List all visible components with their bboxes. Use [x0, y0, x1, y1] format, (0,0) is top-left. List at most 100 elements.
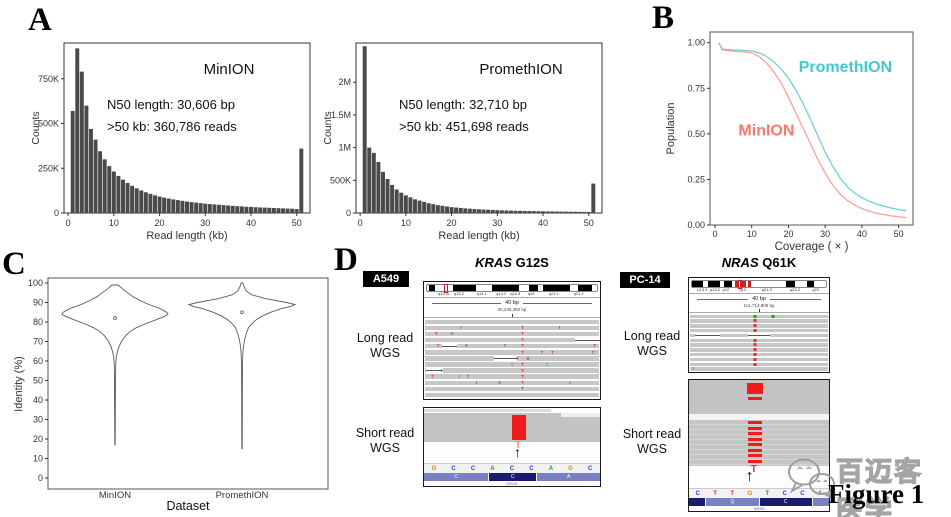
svg-text:100: 100 — [28, 278, 43, 288]
short-read-wgs-label-right: Short read WGS — [618, 427, 686, 457]
view-locus-marker — [444, 283, 448, 293]
gene-name-nras: NRAS — [721, 255, 759, 270]
svg-text:40: 40 — [857, 229, 867, 239]
coverage-track — [689, 380, 829, 414]
variant-title-kras: KRAS G12S — [423, 255, 601, 270]
series-label-minion: MinION — [738, 123, 794, 140]
svg-text:50: 50 — [894, 229, 904, 239]
svg-text:40: 40 — [33, 395, 43, 405]
svg-text:50: 50 — [33, 376, 43, 386]
svg-text:20: 20 — [447, 218, 457, 228]
x-axis-title: Read length (kb) — [438, 230, 519, 242]
chromosome-ideogram: q13.11 q13.2 q14.1 q14.2 q14.3 q15 q21.1 q21.2 — [424, 282, 600, 297]
svg-text:40: 40 — [246, 218, 256, 228]
window-size-label: 40 bp — [505, 300, 519, 306]
plot-border — [709, 31, 914, 226]
series-label-promethion: PromethION — [799, 59, 892, 76]
ruler-track: 40 bp 25,245,350 bp — [424, 297, 600, 318]
svg-text:10: 10 — [33, 454, 43, 464]
label-line: WGS — [370, 346, 400, 360]
svg-text:750K: 750K — [38, 74, 59, 84]
read-alignment-track: I — [689, 313, 829, 372]
read-alignment-track: I T I T A T T T A T T T T T T T T II I T I I T T I T T I A T I T — [424, 318, 600, 399]
svg-text:0.75: 0.75 — [687, 83, 705, 93]
window-size-label: 40 bp — [752, 296, 766, 302]
histogram-minion: 0 250K 500K 750K 0 10 20 30 40 50 MinION N50 length… — [30, 42, 311, 242]
svg-text:20: 20 — [33, 434, 43, 444]
panel-b-letter: B — [652, 0, 675, 36]
n50-annotation: N50 length: 30,606 bp — [107, 97, 235, 112]
panel-c-letter: C — [2, 246, 26, 282]
svg-text:10: 10 — [109, 218, 119, 228]
svg-text:1.5M: 1.5M — [331, 110, 351, 120]
gene-name-track: KRAS — [506, 481, 518, 486]
svg-text:50: 50 — [584, 218, 594, 228]
svg-text:250K: 250K — [38, 163, 59, 173]
alt-base-letter: T — [515, 440, 522, 451]
sample-chip-a549: A549 — [363, 271, 409, 287]
variant-arrow: ↑ — [514, 444, 522, 460]
gene-name-kras: KRAS — [475, 255, 512, 270]
y-axis-title: Counts — [322, 111, 334, 144]
svg-text:30: 30 — [200, 218, 210, 228]
label-line: WGS — [370, 441, 400, 455]
plot-border — [47, 277, 329, 490]
svg-text:70: 70 — [33, 337, 43, 347]
over50kb-annotation: >50 kb: 451,698 reads — [399, 119, 529, 134]
watermark-text: 百迈客医学 — [835, 456, 923, 517]
igv-long-read-pc14: p13.3 p13.2 p12 q12 q21.3 q23.3 q25 40 bp 114,71… — [688, 277, 830, 373]
ruler-track: 40 bp 114,713,908 bp — [689, 293, 829, 313]
label-line: Short read — [355, 426, 415, 440]
svg-text:30: 30 — [492, 218, 502, 228]
sample-chip-pc14: PC-14 — [620, 272, 670, 288]
svg-text:0: 0 — [54, 208, 59, 218]
identity-violin-chart: 0 10 20 30 40 50 60 70 80 90 100 MinION PromethION Id… — [13, 277, 329, 513]
svg-text:1.00: 1.00 — [687, 38, 705, 48]
coverage-population-chart: 0.00 0.25 0.50 0.75 1.00 0 10 20 30 40 50 MinION Pro… — [665, 31, 914, 253]
n50-annotation: N50 length: 32,710 bp — [399, 97, 527, 112]
y-axis-title: Population — [665, 103, 677, 155]
long-read-wgs-label-right: Long read WGS — [618, 329, 686, 359]
svg-text:0.00: 0.00 — [687, 220, 705, 230]
coverage-track — [424, 413, 600, 442]
y-axis-title: Identity (%) — [13, 356, 25, 412]
svg-text:0: 0 — [66, 218, 71, 228]
variant-allele-coverage-bar — [746, 383, 763, 394]
igv-long-read-a549: q13.11 q13.2 q14.1 q14.2 q14.3 q15 q21.1 q21.2 4… — [423, 281, 601, 400]
variant-label-q61k: Q61K — [762, 255, 797, 270]
label-line: Long read — [623, 329, 681, 343]
svg-text:500K: 500K — [38, 119, 59, 129]
panel-d-letter: D — [334, 242, 358, 278]
bars — [70, 48, 304, 213]
violin-median-promethion — [240, 310, 244, 315]
variant-title-nras: NRAS Q61K — [688, 255, 830, 270]
chromosome-ideogram: p13.3 p13.2 p12 q12 q21.3 q23.3 q25 — [689, 278, 829, 293]
svg-text:1M: 1M — [338, 143, 351, 153]
svg-text:10: 10 — [747, 229, 757, 239]
chart-title: PromethION — [479, 61, 562, 78]
gene-name-track: NRAS — [753, 506, 765, 511]
locus-position-label: 114,713,908 bp — [743, 303, 775, 308]
svg-text:0: 0 — [712, 229, 717, 239]
svg-text:0.50: 0.50 — [687, 129, 705, 139]
view-locus-marker — [737, 279, 742, 289]
series-minion — [718, 42, 907, 219]
chart-title: MinION — [204, 61, 255, 78]
label-line: Long read — [356, 331, 414, 345]
svg-text:0.25: 0.25 — [687, 174, 705, 184]
igv-short-read-a549: T ↑ G C C A C C A G C C C A KRAS — [423, 407, 601, 487]
svg-text:50: 50 — [292, 218, 302, 228]
short-read-wgs-label-left: Short read WGS — [350, 426, 420, 456]
over50kb-annotation: >50 kb: 360,786 reads — [107, 119, 237, 134]
violin-median-minion — [113, 316, 117, 320]
svg-text:90: 90 — [33, 298, 43, 308]
svg-text:20: 20 — [155, 218, 165, 228]
x-axis-title: Dataset — [166, 499, 210, 513]
svg-text:60: 60 — [33, 356, 43, 366]
svg-text:30: 30 — [33, 415, 43, 425]
long-read-wgs-label-left: Long read WGS — [350, 331, 420, 361]
